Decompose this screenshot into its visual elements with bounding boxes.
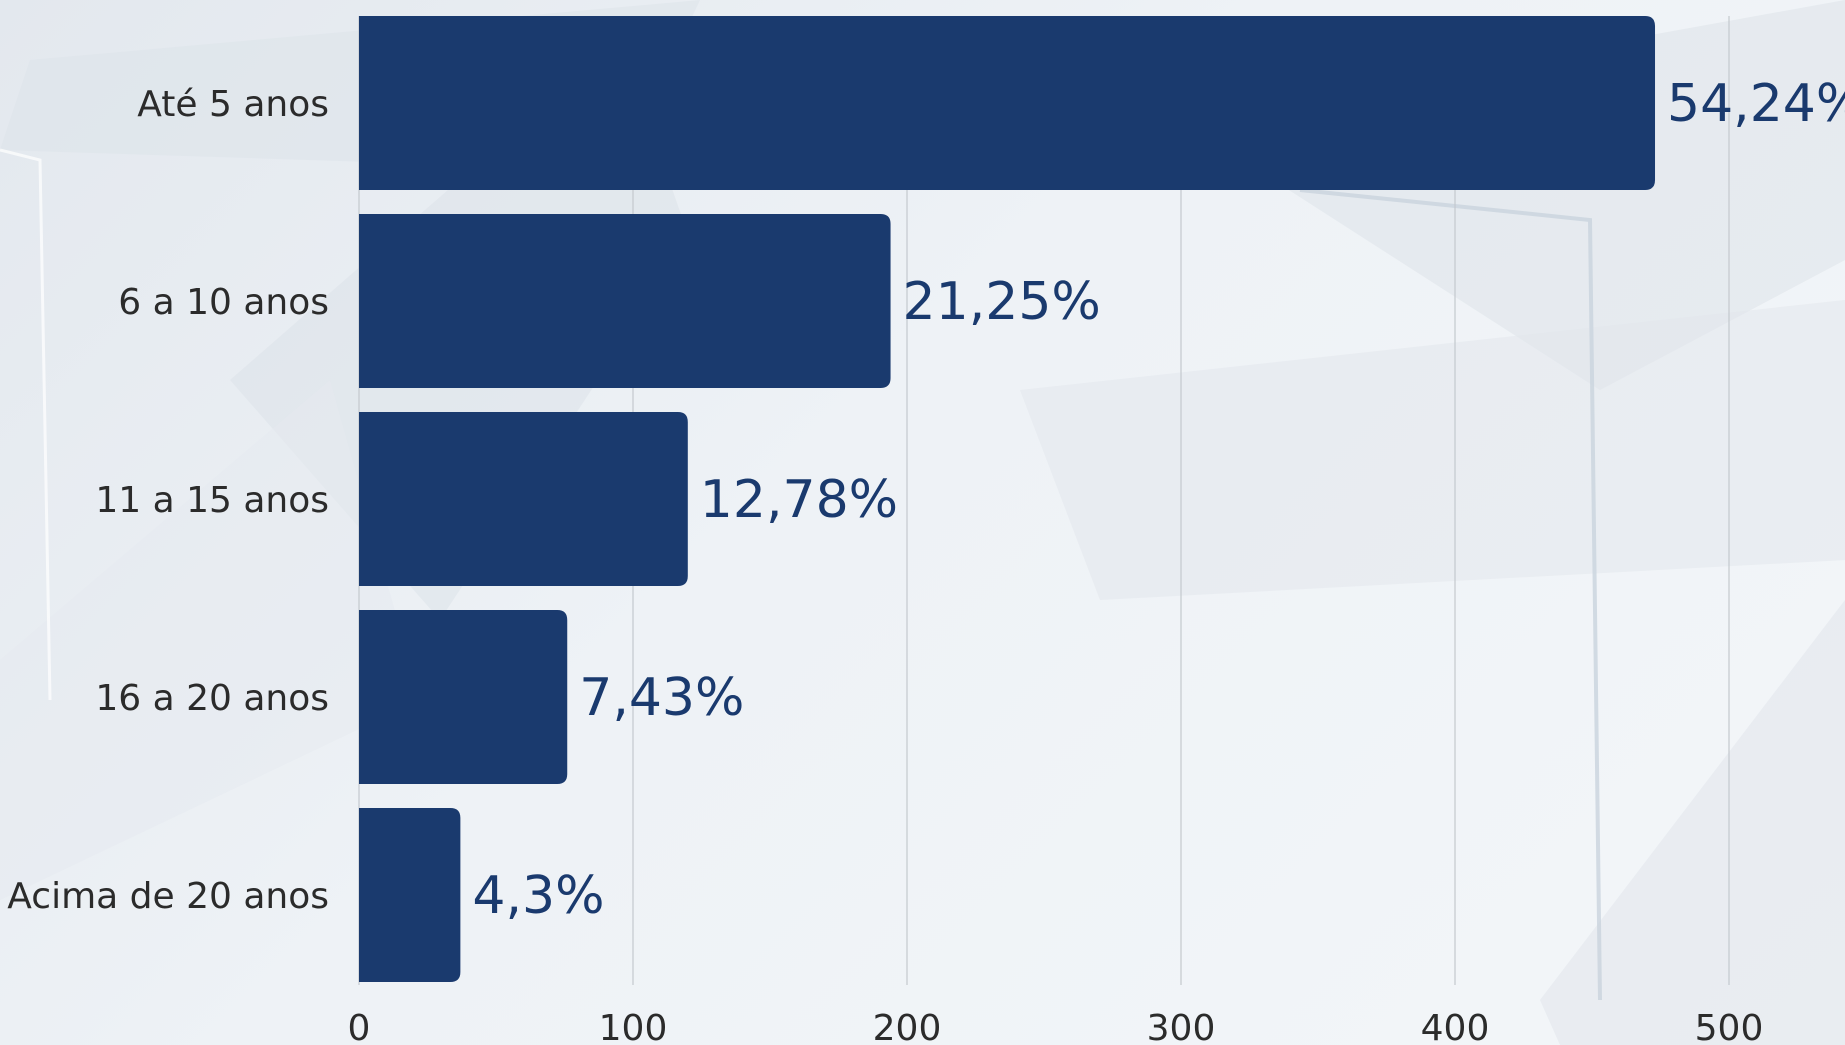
- data-label-3: 12,78%: [700, 470, 898, 530]
- category-label-5: Acima de 20 anos: [7, 876, 329, 917]
- bar-5: [359, 808, 461, 982]
- data-label-4: 7,43%: [579, 668, 744, 728]
- category-label-4: 16 a 20 anos: [95, 678, 329, 719]
- x-tick-label-100: 100: [599, 1008, 668, 1045]
- chart-x-axis: 0 100 200 300 400 500: [348, 1008, 1764, 1045]
- category-label-2: 6 a 10 anos: [118, 282, 329, 323]
- x-tick-label-400: 400: [1421, 1008, 1490, 1045]
- x-tick-label-500: 500: [1695, 1008, 1764, 1045]
- chart-labels: Até 5 anos 54,24% 6 a 10 anos 21,25% 11 a 15…: [7, 74, 1845, 926]
- category-label-1: Até 5 anos: [137, 84, 329, 125]
- x-tick-label-300: 300: [1147, 1008, 1216, 1045]
- data-label-5: 4,3%: [472, 866, 604, 926]
- data-label-2: 21,25%: [903, 272, 1101, 332]
- category-label-3: 11 a 15 anos: [95, 480, 329, 521]
- bar-4: [359, 610, 568, 784]
- bar-3: [359, 412, 688, 586]
- bar-1: [359, 16, 1656, 190]
- data-label-1: 54,24%: [1667, 74, 1845, 134]
- chart-bars: [359, 16, 1656, 982]
- x-tick-label-200: 200: [873, 1008, 942, 1045]
- x-tick-label-0: 0: [348, 1008, 371, 1045]
- bar-2: [359, 214, 891, 388]
